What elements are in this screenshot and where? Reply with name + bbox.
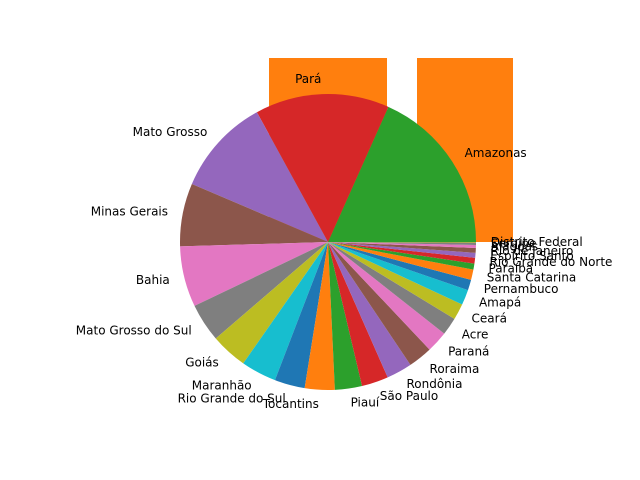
pie-slice-maranhao	[243, 242, 328, 381]
pie-label-mato-grosso: Mato Grosso	[133, 125, 208, 139]
pie-slice-parana	[328, 242, 445, 350]
pie-slice-sergipe	[328, 242, 476, 246]
pie-slice-piaui	[328, 242, 363, 390]
pie-slice-amazonas	[328, 106, 476, 242]
pie-label-distrito-federal: Distrito Federal	[491, 235, 583, 249]
pie-label-rio-de-janeiro: Rio de Janeiro	[491, 244, 574, 258]
pie-slice-mato-grosso	[191, 112, 328, 242]
pie-label-rio-grande-do-sul: Rio Grande do Sul	[178, 392, 286, 406]
pie-label-pernambuco: Pernambuco	[484, 282, 559, 296]
pie-label-amapa: Amapá	[479, 295, 521, 309]
pie-slice-distrito-federal	[328, 242, 477, 243]
pie-label-acre: Acre	[462, 327, 489, 341]
pie-label-maranhao: Maranhão	[192, 378, 252, 392]
pie-slice-minas-gerais	[180, 183, 328, 247]
pie-label-ceara: Ceará	[472, 311, 507, 325]
pie-label-piaui: Piauí	[351, 396, 380, 410]
pie-slice-roraima	[328, 242, 430, 365]
pie-slice-amapa	[328, 242, 468, 305]
pie-slice-espirito-santo	[328, 242, 476, 258]
pie-label-paraiba: Paraíba	[489, 262, 534, 276]
pie-label-rio-grande-do-norte: Rio Grande do Norte	[489, 255, 612, 269]
pie-label-para: Pará	[295, 72, 321, 86]
pie-slice-bahia	[180, 242, 328, 306]
pie-slice-santa-catarina	[328, 242, 474, 280]
pie-label-espirito-santo: Espírito Santo	[490, 249, 574, 263]
pie-slice-goias	[215, 242, 328, 364]
pie-label-sergipe: Sergipe	[491, 237, 537, 251]
pie-slice-mato-grosso-do-sul	[194, 242, 328, 339]
pie-slice-rio-de-janeiro	[328, 242, 476, 253]
pie-slices	[180, 93, 477, 390]
pie-label-minas-gerais: Minas Gerais	[91, 204, 168, 218]
pie-slice-para	[256, 93, 389, 242]
pie-label-roraima: Roraima	[430, 362, 480, 376]
pie-slice-acre	[328, 242, 455, 334]
pie-slice-sao-paulo	[328, 242, 388, 387]
pie-label-amazonas: Amazonas	[465, 146, 527, 160]
pie-label-tocantins: Tocantins	[262, 397, 319, 411]
pie-label-rondonia: Rondônia	[406, 377, 462, 391]
pie-label-santa-catarina: Santa Catarina	[487, 271, 576, 285]
pie-slice-rio-grande-do-norte	[328, 242, 476, 264]
pie-label-bahia: Bahia	[136, 273, 170, 287]
pie-label-goias: Goiás	[185, 355, 219, 369]
pie-label-alagoas: Alagoas	[491, 240, 538, 254]
pie-slice-rio-grande-do-sul	[274, 242, 328, 389]
pie-slice-pernambuco	[328, 242, 472, 291]
pie-label-parana: Paraná	[448, 344, 489, 358]
pie-label-sao-paulo: São Paulo	[380, 389, 438, 403]
pie-slice-tocantins	[304, 242, 335, 390]
pie-slice-rondonia	[328, 242, 411, 378]
pie-label-mato-grosso-do-sul: Mato Grosso do Sul	[76, 323, 192, 337]
pie-slice-paraiba	[328, 242, 475, 270]
pie-slice-alagoas	[328, 242, 476, 249]
pie-slice-ceara	[328, 242, 463, 319]
pie-labels: Amazonas Pará Mato Grosso Minas Gerais Bahia…	[76, 72, 613, 411]
